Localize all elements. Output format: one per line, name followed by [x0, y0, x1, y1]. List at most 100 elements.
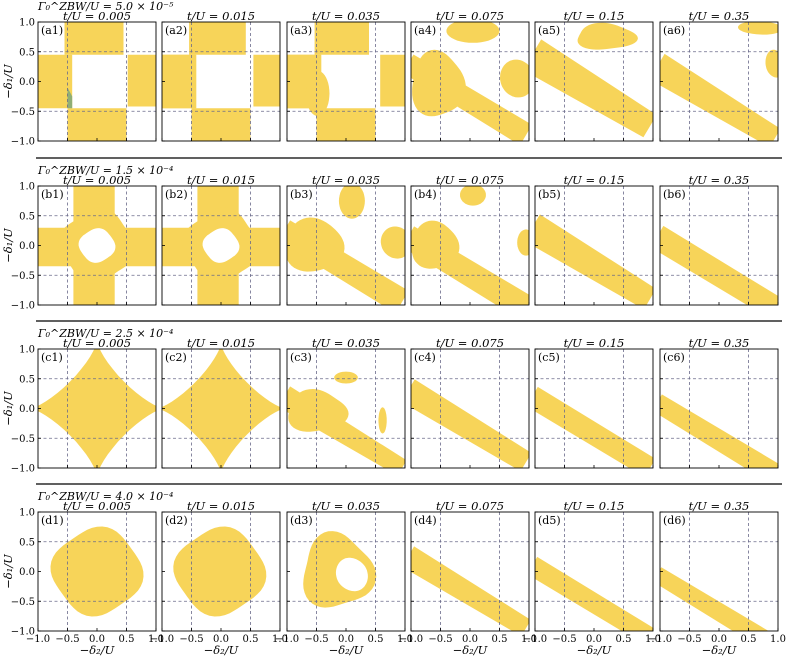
- y-tick-label: −1.0: [11, 137, 35, 148]
- x-tick-label: −0.5: [55, 634, 79, 645]
- region-fill: [411, 379, 529, 468]
- panels: [37, 21, 779, 632]
- column-title: t/U = 0.075: [436, 9, 504, 23]
- panel: [37, 348, 157, 469]
- panel: [410, 348, 530, 469]
- region-patch: [535, 386, 653, 468]
- y-tick-label: 0.0: [19, 567, 35, 578]
- region-patch: [334, 371, 358, 384]
- region-fill: [287, 371, 405, 468]
- column-title: t/U = 0.15: [564, 499, 625, 513]
- panel: [659, 185, 779, 306]
- panel-label: (a4): [414, 24, 436, 37]
- column-title: t/U = 0.015: [187, 499, 255, 513]
- x-tick-label: 0.0: [338, 634, 354, 645]
- panel: [161, 185, 281, 306]
- region-patch: [287, 386, 405, 468]
- x-tick-label: −0.5: [552, 634, 576, 645]
- column-title: t/U = 0.15: [564, 9, 625, 23]
- panel-label: (d4): [414, 514, 437, 527]
- region-patch: [173, 526, 267, 617]
- region-fill: [535, 386, 653, 468]
- column-title: t/U = 0.075: [436, 336, 504, 350]
- panel: [37, 21, 157, 142]
- panel-label: (a5): [538, 24, 560, 37]
- panel: [286, 185, 406, 306]
- column-title: t/U = 0.35: [689, 499, 750, 513]
- region-patch: [162, 349, 280, 468]
- region-fill: [411, 546, 529, 631]
- y-tick-label: 0.5: [19, 374, 35, 385]
- panel: [534, 511, 654, 632]
- y-tick-label: −1.0: [11, 627, 35, 638]
- x-tick-label: 0.5: [119, 634, 135, 645]
- column-title: t/U = 0.005: [63, 173, 131, 187]
- region-patch: [535, 214, 653, 305]
- x-tick-label: 0.5: [243, 634, 259, 645]
- column-title: t/U = 0.035: [312, 9, 380, 23]
- region-patch: [64, 22, 124, 55]
- panel: [286, 21, 406, 142]
- region-patch: [500, 59, 529, 98]
- region-fill: [162, 186, 280, 305]
- column-title: t/U = 0.005: [63, 499, 131, 513]
- panel-label: (c6): [663, 351, 685, 364]
- panel: [410, 511, 530, 632]
- region-fill: [411, 22, 529, 141]
- region-fill: [535, 214, 653, 305]
- region-patch: [378, 407, 387, 434]
- region-fill: [287, 22, 405, 141]
- column-title: t/U = 0.15: [564, 336, 625, 350]
- region-fill: [287, 186, 405, 305]
- region-patch: [316, 108, 376, 141]
- x-tick-label: −0.5: [677, 634, 701, 645]
- column-title: t/U = 0.035: [312, 336, 380, 350]
- panel-label: (b4): [414, 188, 437, 201]
- x-tick-label: 0.5: [368, 634, 384, 645]
- x-tick-label: 1.0: [645, 634, 661, 645]
- region-fill: [535, 22, 653, 138]
- panel-label: (d5): [538, 514, 561, 527]
- y-tick-label: −1.0: [11, 301, 35, 312]
- x-tick-label: 0.0: [213, 634, 229, 645]
- region-patch: [314, 22, 369, 55]
- region-fill: [173, 526, 267, 617]
- y-axis-label: −δ₁/U: [1, 228, 15, 263]
- panel-label: (d1): [41, 514, 64, 527]
- column-title: t/U = 0.35: [689, 336, 750, 350]
- region-patch: [380, 226, 405, 259]
- region-patch: [660, 394, 778, 468]
- region-patch: [380, 54, 405, 107]
- y-tick-label: 1.0: [19, 182, 35, 193]
- panel: [286, 348, 406, 469]
- y-tick-label: 1.0: [19, 345, 35, 356]
- x-tick-label: 1.0: [272, 634, 288, 645]
- panel-label: (c4): [414, 351, 436, 364]
- region-patch: [191, 108, 251, 141]
- region-patch: [38, 349, 156, 468]
- x-axis-label: −δ₂/U: [204, 643, 239, 657]
- panel-label: (a2): [165, 24, 187, 37]
- region-fill: [50, 526, 144, 617]
- x-tick-label: 0.5: [616, 634, 632, 645]
- x-tick-label: 1.0: [770, 634, 786, 645]
- column-title: t/U = 0.005: [63, 9, 131, 23]
- x-tick-label: −0.5: [179, 634, 203, 645]
- column-title: t/U = 0.035: [312, 173, 380, 187]
- region-hole: [335, 557, 368, 592]
- panel: [286, 511, 406, 632]
- panel-label: (a1): [41, 24, 63, 37]
- region-patch: [162, 54, 197, 109]
- region-patch: [338, 186, 365, 219]
- x-tick-label: 1.0: [397, 634, 413, 645]
- panel-label: (b6): [663, 188, 686, 201]
- y-tick-label: 0.0: [19, 241, 35, 252]
- panel: [161, 511, 281, 632]
- region-fill: [660, 225, 778, 305]
- x-axis-label: −δ₂/U: [80, 643, 115, 657]
- region-patch: [535, 39, 653, 138]
- panel: [659, 348, 779, 469]
- y-tick-label: −0.5: [11, 434, 35, 445]
